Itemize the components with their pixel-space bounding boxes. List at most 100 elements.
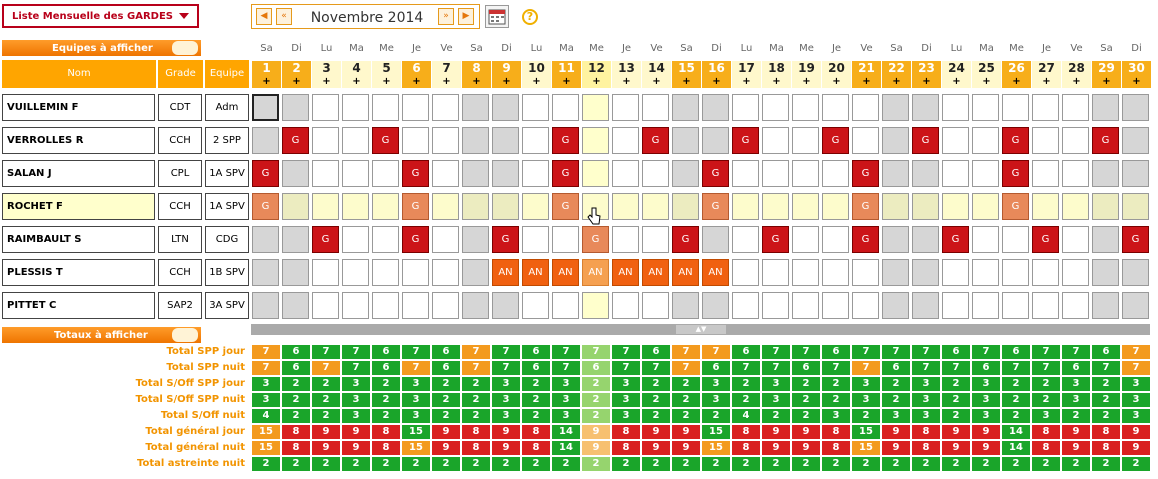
day-cell[interactable] xyxy=(942,127,969,154)
day-header[interactable]: 12 + xyxy=(582,61,611,88)
shift-cell[interactable]: G xyxy=(822,127,849,154)
day-cell[interactable] xyxy=(792,226,819,253)
day-cell[interactable] xyxy=(462,94,489,121)
day-cell[interactable] xyxy=(552,226,579,253)
day-cell[interactable] xyxy=(612,160,639,187)
day-cell[interactable] xyxy=(642,292,669,319)
add-icon[interactable]: + xyxy=(1132,76,1141,87)
day-cell[interactable] xyxy=(252,94,279,121)
day-cell[interactable] xyxy=(792,259,819,286)
person-name[interactable]: VERROLLES R xyxy=(2,127,155,154)
shift-cell[interactable]: G xyxy=(762,226,789,253)
day-cell[interactable] xyxy=(792,292,819,319)
day-header[interactable]: 8 + xyxy=(462,61,491,88)
day-header[interactable]: 17 + xyxy=(732,61,761,88)
day-cell[interactable] xyxy=(1092,226,1119,253)
day-cell[interactable] xyxy=(432,94,459,121)
day-header[interactable]: 26 + xyxy=(1002,61,1031,88)
day-cell[interactable] xyxy=(792,94,819,121)
day-cell[interactable] xyxy=(402,292,429,319)
day-cell[interactable] xyxy=(882,127,909,154)
shift-cell[interactable]: G xyxy=(1092,127,1119,154)
day-cell[interactable] xyxy=(372,193,399,220)
day-cell[interactable] xyxy=(342,193,369,220)
day-cell[interactable] xyxy=(912,94,939,121)
day-cell[interactable] xyxy=(762,292,789,319)
day-cell[interactable] xyxy=(282,94,309,121)
add-icon[interactable]: + xyxy=(862,76,871,87)
day-header[interactable]: 25 + xyxy=(972,61,1001,88)
add-icon[interactable]: + xyxy=(772,76,781,87)
day-cell[interactable] xyxy=(1122,292,1149,319)
day-header[interactable]: 27 + xyxy=(1032,61,1061,88)
day-cell[interactable] xyxy=(642,193,669,220)
person-name[interactable]: PITTET C xyxy=(2,292,155,319)
day-cell[interactable] xyxy=(1122,160,1149,187)
shift-cell[interactable]: G xyxy=(552,193,579,220)
shift-cell[interactable]: G xyxy=(852,160,879,187)
day-cell[interactable] xyxy=(852,259,879,286)
day-cell[interactable] xyxy=(522,226,549,253)
shift-cell[interactable]: AN xyxy=(492,259,519,286)
day-cell[interactable] xyxy=(882,160,909,187)
day-cell[interactable] xyxy=(372,226,399,253)
shift-cell[interactable]: G xyxy=(402,193,429,220)
day-header[interactable]: 29 + xyxy=(1092,61,1121,88)
add-icon[interactable]: + xyxy=(592,76,601,87)
day-cell[interactable] xyxy=(912,193,939,220)
day-cell[interactable] xyxy=(672,127,699,154)
day-cell[interactable] xyxy=(582,160,609,187)
day-cell[interactable] xyxy=(702,94,729,121)
day-cell[interactable] xyxy=(1092,94,1119,121)
day-cell[interactable] xyxy=(732,259,759,286)
day-header[interactable]: 4 + xyxy=(342,61,371,88)
day-header[interactable]: 30 + xyxy=(1122,61,1151,88)
shift-cell[interactable]: G xyxy=(402,226,429,253)
day-cell[interactable] xyxy=(342,127,369,154)
day-cell[interactable] xyxy=(732,94,759,121)
day-cell[interactable] xyxy=(912,259,939,286)
add-icon[interactable]: + xyxy=(742,76,751,87)
day-cell[interactable] xyxy=(942,259,969,286)
shift-cell[interactable]: G xyxy=(732,127,759,154)
day-cell[interactable] xyxy=(792,160,819,187)
day-header[interactable]: 11 + xyxy=(552,61,581,88)
add-icon[interactable]: + xyxy=(622,76,631,87)
day-cell[interactable] xyxy=(462,226,489,253)
day-cell[interactable] xyxy=(642,94,669,121)
shift-cell[interactable]: AN xyxy=(642,259,669,286)
day-cell[interactable] xyxy=(732,193,759,220)
day-header[interactable]: 10 + xyxy=(522,61,551,88)
day-cell[interactable] xyxy=(432,193,459,220)
add-icon[interactable]: + xyxy=(532,76,541,87)
day-cell[interactable] xyxy=(252,292,279,319)
prev-year-button[interactable]: ◀ xyxy=(256,8,272,25)
day-cell[interactable] xyxy=(612,292,639,319)
day-cell[interactable] xyxy=(282,259,309,286)
add-icon[interactable]: + xyxy=(1072,76,1081,87)
day-cell[interactable] xyxy=(342,226,369,253)
day-cell[interactable] xyxy=(1032,259,1059,286)
day-cell[interactable] xyxy=(1062,94,1089,121)
day-header[interactable]: 18 + xyxy=(762,61,791,88)
day-cell[interactable] xyxy=(972,226,999,253)
shift-cell[interactable]: G xyxy=(552,127,579,154)
day-cell[interactable] xyxy=(1092,292,1119,319)
add-icon[interactable]: + xyxy=(1012,76,1021,87)
shift-cell[interactable]: G xyxy=(582,226,609,253)
day-cell[interactable] xyxy=(942,193,969,220)
day-cell[interactable] xyxy=(822,94,849,121)
day-cell[interactable] xyxy=(972,292,999,319)
next-year-button[interactable]: ▶ xyxy=(458,8,474,25)
shift-cell[interactable]: G xyxy=(642,127,669,154)
totaux-toggle-bar[interactable]: Totaux à afficher xyxy=(2,327,201,343)
day-cell[interactable] xyxy=(492,292,519,319)
day-cell[interactable] xyxy=(762,259,789,286)
day-cell[interactable] xyxy=(672,160,699,187)
day-header[interactable]: 2 + xyxy=(282,61,311,88)
add-icon[interactable]: + xyxy=(802,76,811,87)
day-header[interactable]: 7 + xyxy=(432,61,461,88)
day-cell[interactable] xyxy=(1032,193,1059,220)
day-cell[interactable] xyxy=(312,193,339,220)
day-cell[interactable] xyxy=(282,226,309,253)
